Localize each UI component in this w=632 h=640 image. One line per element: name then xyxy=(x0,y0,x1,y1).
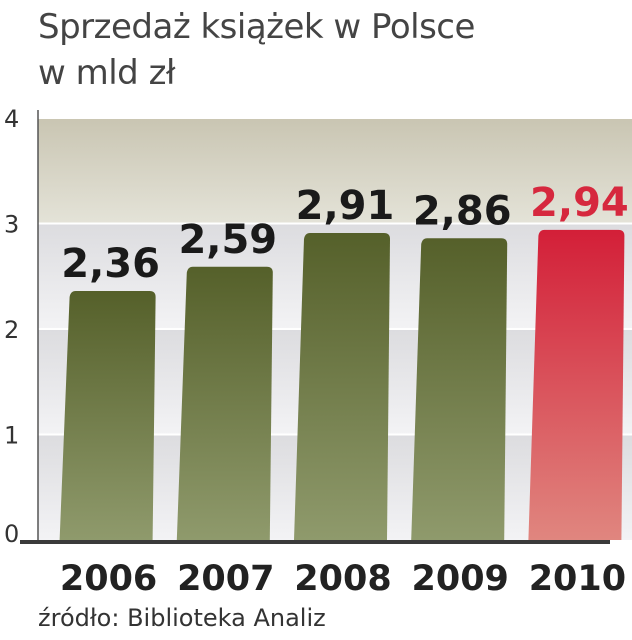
bar-2008 xyxy=(294,232,390,540)
bar-2007 xyxy=(176,266,273,540)
value-label-2010: 2,94 xyxy=(530,180,629,226)
band-3 xyxy=(38,118,632,224)
y-tick-label-0: 0 xyxy=(4,520,19,548)
value-labels: 2,36 2,59 2,91 2,86 2,94 xyxy=(61,180,629,287)
x-tick-label-2009: 2009 xyxy=(411,559,508,599)
value-label-2009: 2,86 xyxy=(413,188,512,234)
chart-title: Sprzedaż książek w Polsce w mld zł xyxy=(38,4,618,96)
chart-title-line1: Sprzedaż książek w Polsce xyxy=(38,7,475,47)
x-tick-label-2008: 2008 xyxy=(294,559,391,599)
y-tick-label-2: 2 xyxy=(4,316,19,344)
y-tick-label-4: 4 xyxy=(4,105,19,133)
y-tick-label-1: 1 xyxy=(4,422,19,450)
x-tick-label-2010: 2010 xyxy=(529,559,626,599)
x-tick-label-2006: 2006 xyxy=(60,559,157,599)
bar-2009 xyxy=(411,238,508,540)
bar-2006 xyxy=(59,291,156,540)
value-label-2007: 2,59 xyxy=(178,217,277,263)
value-label-2008: 2,91 xyxy=(296,183,395,229)
source-note: źródło: Biblioteka Analiz xyxy=(38,604,326,632)
y-ticks: 0 1 2 3 4 xyxy=(4,105,19,548)
value-label-2006: 2,36 xyxy=(61,241,160,287)
bar-2010 xyxy=(528,229,625,540)
bars xyxy=(59,229,625,540)
axis xyxy=(20,110,610,544)
chart-title-line2: w mld zł xyxy=(38,53,176,93)
x-tick-labels: 2006 2007 2008 2009 2010 xyxy=(60,559,626,599)
y-tick-label-3: 3 xyxy=(4,211,19,239)
x-tick-label-2007: 2007 xyxy=(177,559,274,599)
